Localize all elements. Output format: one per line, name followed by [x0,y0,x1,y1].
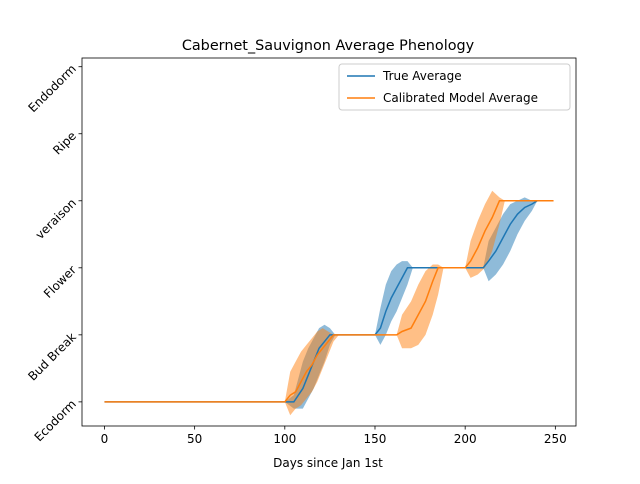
plot-frame [81,57,577,427]
line [104,200,554,403]
x-tick-label: 200 [454,432,477,446]
chart-title: Cabernet_Sauvignon Average Phenology [182,38,475,54]
x-tick-label: 150 [364,432,387,446]
line [104,200,538,403]
x-tick-label: 50 [187,432,202,446]
x-axis-label: Days since Jan 1st [273,456,383,470]
legend-box [338,63,571,111]
x-tick-label: 250 [544,432,567,446]
legend-label: True Average [382,69,462,83]
x-tick-label: 0 [101,432,109,446]
legend-label: Calibrated Model Average [383,91,538,105]
x-tick-label: 100 [273,432,296,446]
